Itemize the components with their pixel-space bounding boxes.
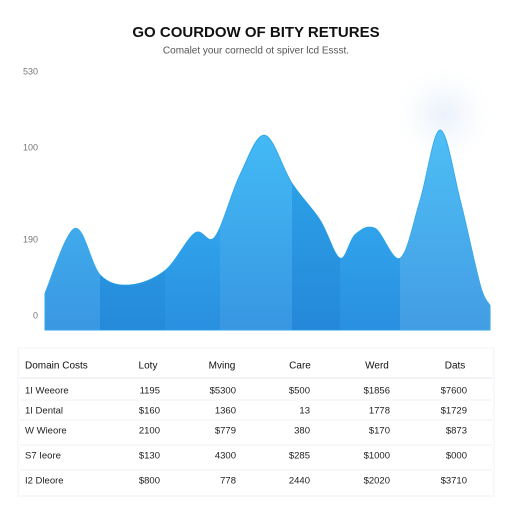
chart-subtitle: Comalet your cornecld ot spiver lcd Esss…	[163, 46, 349, 57]
table-cell: 4300	[215, 451, 236, 462]
table-cell: 1778	[369, 406, 390, 417]
table-cell: 778	[220, 476, 236, 487]
table-cell: $1000	[364, 451, 390, 462]
table-panel	[17, 347, 495, 497]
row-label: 1I Weeore	[25, 386, 69, 397]
table-cell: $170	[369, 426, 390, 437]
column-header: Care	[289, 361, 311, 372]
table-cell: $5300	[210, 386, 236, 397]
table-cell: $1729	[441, 406, 467, 417]
column-header: Dats	[445, 361, 466, 372]
row-label: 1I Dental	[25, 406, 63, 417]
table-cell: 2100	[139, 426, 160, 437]
table-cell: $285	[289, 451, 310, 462]
table-cell: $3710	[441, 476, 467, 487]
row-label: W Wieore	[25, 426, 67, 437]
data-table: Domain Costs Loty Mving Care Werd Dats 1I Weeo…	[20, 361, 492, 487]
table-cell: 1195	[140, 386, 160, 397]
chart-title: GO COURDOW OF BITY RETURES	[132, 24, 379, 41]
table-cell: $1856	[364, 386, 390, 397]
table-cell: $7600	[441, 386, 467, 397]
table-cell: $130	[139, 451, 160, 462]
y-tick-label: 100	[23, 143, 38, 153]
table-cell: $800	[139, 476, 160, 487]
row-label: I2 Dleore	[25, 476, 64, 487]
column-header: Mving	[209, 361, 236, 372]
column-header: Werd	[365, 361, 389, 372]
y-tick-label: 530	[23, 66, 38, 76]
y-tick-label: 0	[33, 311, 38, 321]
table-cell: $873	[446, 426, 467, 437]
plot: 0 190 100 530	[23, 66, 491, 331]
row-label: S7 Ieore	[25, 451, 61, 462]
table-cell: 2440	[289, 476, 310, 487]
area	[44, 129, 491, 331]
table-cell: $000	[446, 451, 467, 462]
table-cell: 1360	[215, 406, 236, 417]
table-cell: 13	[299, 406, 310, 417]
y-tick-label: 190	[23, 234, 38, 244]
table-cell: 380	[294, 426, 310, 437]
table-cell: $160	[139, 406, 160, 417]
table-cell: $500	[289, 386, 310, 397]
table-cell: $779	[215, 426, 236, 437]
glow	[396, 67, 492, 163]
column-header: Loty	[139, 361, 158, 372]
table-cell: $2020	[364, 476, 390, 487]
column-header: Domain Costs	[25, 361, 88, 372]
